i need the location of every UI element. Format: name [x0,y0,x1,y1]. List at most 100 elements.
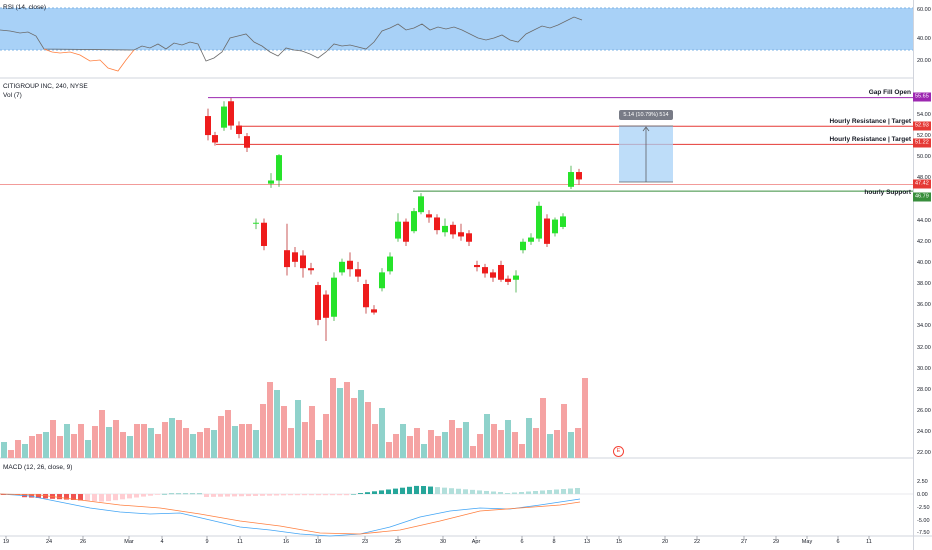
candle-body [236,125,242,135]
price-tag-resistance-2: 51.22 [913,138,931,148]
volume-bar [225,410,231,458]
macd-hist-bar [330,494,335,496]
time-axis-label: 16 [282,539,290,545]
volume-bar [547,434,553,458]
macd-hist-bar [85,494,90,501]
line-label-gap-fill[interactable]: Gap Fill Open [868,89,911,96]
volume-bar [533,428,539,458]
candle-body [536,205,542,239]
macd-hist-bar [456,488,461,494]
macd-line [0,493,581,537]
volume-bar [526,418,532,458]
volume-bar [372,424,378,458]
time-axis-label: 24 [45,539,53,545]
volume-bar [113,420,119,458]
volume-bar [127,436,133,458]
volume-bar [120,432,126,458]
time-axis-label: 11 [237,539,243,545]
line-label-support[interactable]: hourly Support [864,189,911,196]
volume-bar [414,428,420,458]
candle-body [520,241,526,251]
volume-bar [512,432,518,458]
volume-bar [330,378,336,458]
candle-body [568,172,574,187]
volume-bar [218,416,224,458]
volume-bar [337,388,343,458]
candle-body [244,136,250,148]
macd-hist-bar [351,494,356,495]
macd-axis-label: 2.50 [917,479,928,485]
candle-body [355,269,361,277]
volume-bar [582,378,588,458]
volume-bar [358,390,364,458]
rsi-pane [0,7,913,72]
candle-body [363,284,369,308]
time-axis-label: 20 [661,539,669,545]
macd-hist-bar [302,494,307,496]
volume-bar [428,430,434,458]
time-axis-label: Apr [471,539,481,545]
macd-hist-bar [106,494,111,502]
time-axis-label: Mar [124,539,134,545]
macd-hist-bar [78,494,83,501]
volume-bar [575,428,581,458]
candle-body [371,309,377,313]
time-axis-label: 29 [772,539,780,545]
rsi-title: RSI (14, close) [3,4,46,11]
volume-bar [386,442,392,458]
volume-bar [106,427,112,458]
macd-hist-bar [204,494,209,497]
time-axis-label: 4 [160,539,164,545]
macd-hist-bar [358,493,363,494]
macd-hist-bar [274,494,279,496]
candle-body [528,237,534,242]
candle-body [450,224,456,235]
candle-body [300,255,306,269]
candle-body [261,222,267,246]
macd-hist-bar [477,490,482,494]
candle-body [253,222,259,224]
candle-body [221,106,227,128]
candle-body [498,264,504,280]
macd-axis-label: -7.50 [917,530,930,536]
candle-body [474,264,480,268]
volume-bar [519,444,525,458]
candle-body [513,275,519,280]
macd-hist-bar [232,494,237,497]
macd-hist-bar [113,494,118,501]
price-axis-label: 34.00 [917,323,931,329]
volume-bar [449,420,455,458]
candle-body [552,219,558,234]
price-axis-label: 30.00 [917,366,931,372]
macd-hist-bar [169,493,174,495]
volume-label: Vol (7) [3,92,22,99]
candle-body [347,260,353,270]
time-axis-label: 27 [740,539,748,545]
macd-hist-bar [92,494,97,502]
macd-pane [0,485,913,537]
macd-hist-bar [127,494,132,499]
price-axis-label: 24.00 [917,429,931,435]
time-axis-label: 13 [583,539,591,545]
volume-bar [50,420,56,458]
macd-hist-bar [365,492,370,494]
macd-hist-bar [71,494,76,500]
price-axis-label: 36.00 [917,302,931,308]
line-label-resistance-2[interactable]: Hourly Resistance | Target [829,136,911,143]
macd-hist-bar [120,494,125,500]
volume-bar [421,444,427,458]
macd-hist-bar [435,487,440,494]
macd-hist-bar [421,486,426,494]
macd-hist-bar [470,489,475,494]
volume-bar [267,382,273,458]
macd-hist-bar [190,493,195,495]
macd-hist-bar [414,485,419,494]
macd-hist-bar [281,494,286,496]
earnings-badge-icon[interactable]: E [613,446,624,457]
macd-hist-bar [512,492,517,494]
price-axis-label: 52.00 [917,133,931,139]
macd-axis-label: -2.50 [917,505,930,511]
volume-bar [554,430,560,458]
line-label-resistance-1[interactable]: Hourly Resistance | Target [829,118,911,125]
